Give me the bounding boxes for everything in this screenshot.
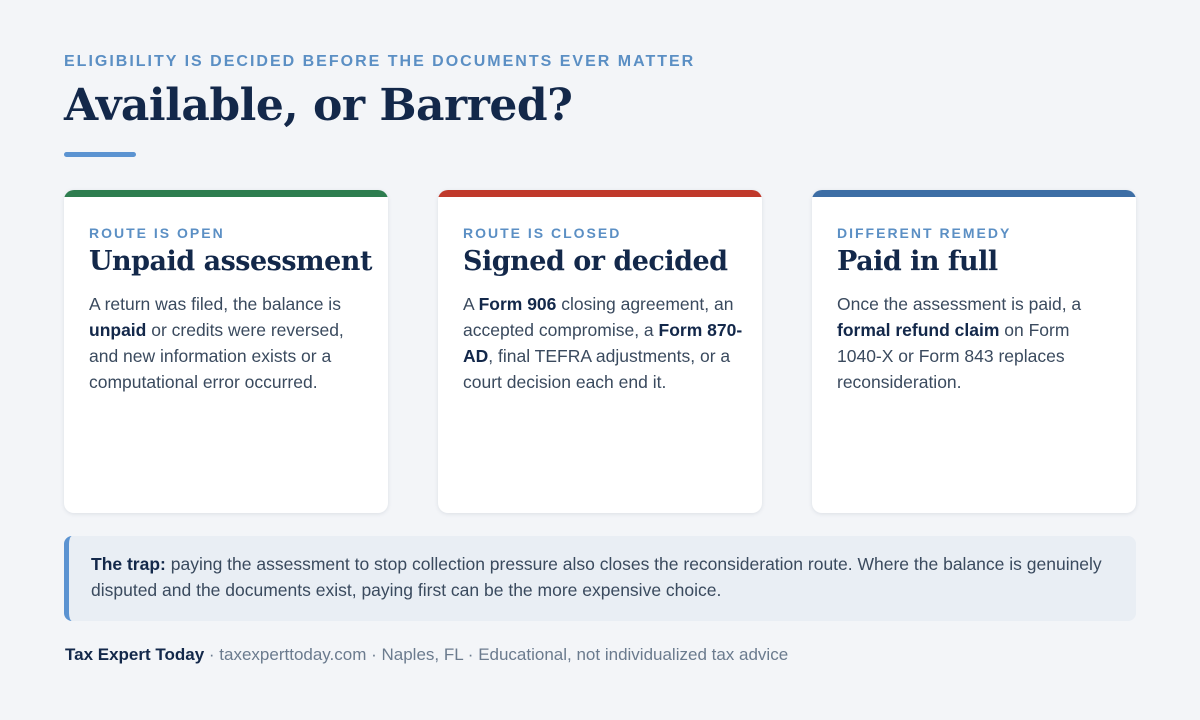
card-different-remedy: DIFFERENT REMEDY Paid in full Once the a… — [812, 190, 1136, 513]
footer-brand: Tax Expert Today — [65, 645, 205, 664]
card-body-emphasis: formal refund claim — [837, 320, 1000, 340]
card-body-emphasis: unpaid — [89, 320, 147, 340]
card-kicker: ROUTE IS OPEN — [89, 225, 225, 241]
card-body-text: , final TEFRA adjustments, or a court de… — [463, 346, 731, 392]
card-body-emphasis: Form 906 — [478, 294, 557, 314]
footer-separator: · — [463, 645, 479, 664]
card-body: A return was filed, the balance is unpai… — [89, 291, 371, 395]
footer-disclaimer: Educational, not individualized tax advi… — [478, 645, 789, 664]
footer-separator: · — [204, 645, 220, 664]
card-kicker: ROUTE IS CLOSED — [463, 225, 622, 241]
trap-label: The trap: — [91, 554, 166, 574]
page-title: Available, or Barred? — [64, 80, 573, 131]
card-body-emphasis: Form 870-AD — [463, 320, 743, 366]
title-accent-bar — [64, 152, 136, 157]
card-body-text: A — [463, 294, 479, 314]
card-route-open: ROUTE IS OPEN Unpaid assessment A return… — [64, 190, 388, 513]
footer-site: taxexperttoday.com — [219, 645, 367, 664]
card-body: A Form 906 closing agreement, an accepte… — [463, 291, 745, 395]
eyebrow: ELIGIBILITY IS DECIDED BEFORE THE DOCUME… — [64, 53, 696, 70]
card-body-text: on Form 1040-X or Form 843 replaces reco… — [837, 320, 1070, 392]
cards-row: ROUTE IS OPEN Unpaid assessment A return… — [64, 190, 1136, 513]
card-accent-bar — [438, 190, 762, 197]
card-body-text: or credits were reversed, and new inform… — [89, 320, 344, 392]
card-heading: Paid in full — [837, 246, 998, 277]
footer-location: Naples, FL — [381, 645, 464, 664]
card-body: Once the assessment is paid, a formal re… — [837, 291, 1119, 395]
card-route-closed: ROUTE IS CLOSED Signed or decided A Form… — [438, 190, 762, 513]
trap-callout: The trap: paying the assessment to stop … — [64, 536, 1136, 621]
card-heading: Signed or decided — [463, 246, 728, 277]
card-heading: Unpaid assessment — [89, 246, 372, 277]
card-kicker: DIFFERENT REMEDY — [837, 225, 1012, 241]
card-body-text: Once the assessment is paid, a — [837, 294, 1082, 314]
card-body-text: closing agreement, an accepted compromis… — [463, 294, 734, 340]
footer-separator: · — [366, 645, 382, 664]
card-body-text: A return was filed, the balance is — [89, 294, 341, 314]
card-accent-bar — [64, 190, 388, 197]
trap-text: paying the assessment to stop collection… — [91, 554, 1102, 600]
footer: Tax Expert Today · taxexperttoday.com · … — [65, 645, 788, 665]
card-accent-bar — [812, 190, 1136, 197]
